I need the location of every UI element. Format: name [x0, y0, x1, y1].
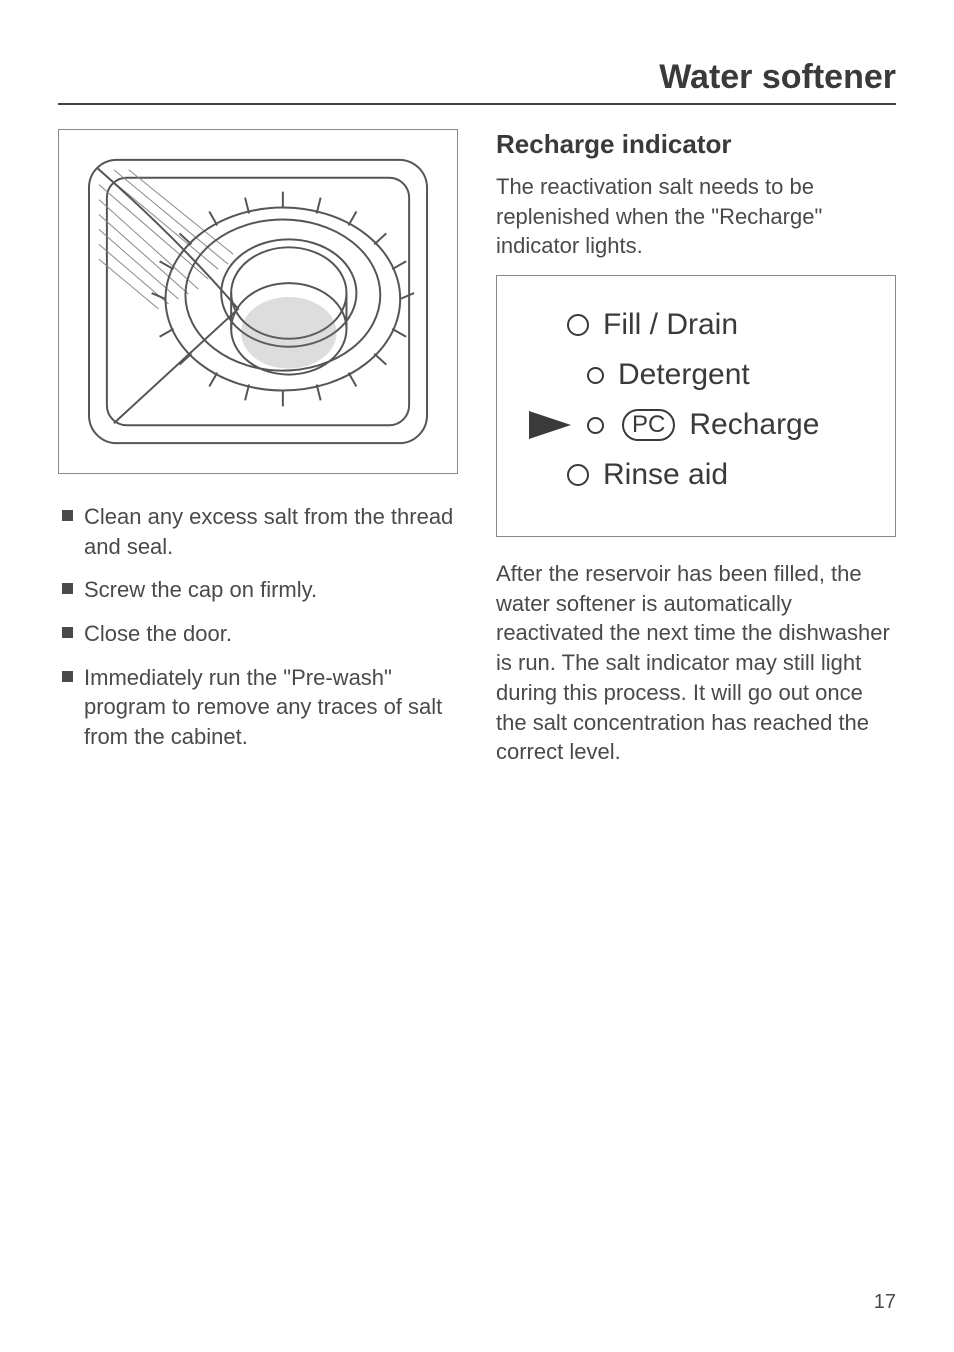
- content-columns: Clean any excess salt from the thread an…: [58, 129, 896, 781]
- page-header: Water softener: [58, 58, 896, 105]
- left-column: Clean any excess salt from the thread an…: [58, 129, 458, 781]
- salt-cap-svg: [59, 130, 457, 473]
- list-item: Screw the cap on firmly.: [58, 575, 458, 605]
- salt-cap-illustration: [58, 129, 458, 474]
- page-number: 17: [874, 1291, 896, 1314]
- indicator-label: Fill / Drain: [603, 308, 738, 342]
- after-text: After the reservoir has been filled, the…: [496, 559, 896, 767]
- indicator-label: Rinse aid: [603, 458, 728, 492]
- indicator-light-icon: [567, 314, 589, 336]
- instruction-list: Clean any excess salt from the thread an…: [58, 502, 458, 752]
- list-item: Close the door.: [58, 619, 458, 649]
- section-heading: Recharge indicator: [496, 129, 896, 160]
- pc-badge: PC: [622, 409, 675, 441]
- intro-text: The reactivation salt needs to be replen…: [496, 172, 896, 261]
- indicator-label: Detergent: [618, 358, 750, 392]
- highlight-arrow-icon: [529, 411, 571, 439]
- right-column: Recharge indicator The reactivation salt…: [496, 129, 896, 781]
- list-item: Clean any excess salt from the thread an…: [58, 502, 458, 561]
- indicator-row-rinse-aid: Rinse aid: [567, 458, 728, 492]
- indicator-row-fill-drain: Fill / Drain: [567, 308, 738, 342]
- indicator-row-detergent: Detergent: [587, 358, 750, 392]
- indicator-panel: Fill / Drain Detergent PC Recharge: [496, 275, 896, 537]
- list-item: Immediately run the "Pre-wash" program t…: [58, 663, 458, 752]
- page-title: Water softener: [58, 58, 896, 97]
- indicator-light-icon: [567, 464, 589, 486]
- indicator-light-icon: [587, 417, 604, 434]
- indicator-light-icon: [587, 367, 604, 384]
- indicator-row-recharge: PC Recharge: [587, 408, 819, 442]
- indicator-label: Recharge: [689, 408, 819, 442]
